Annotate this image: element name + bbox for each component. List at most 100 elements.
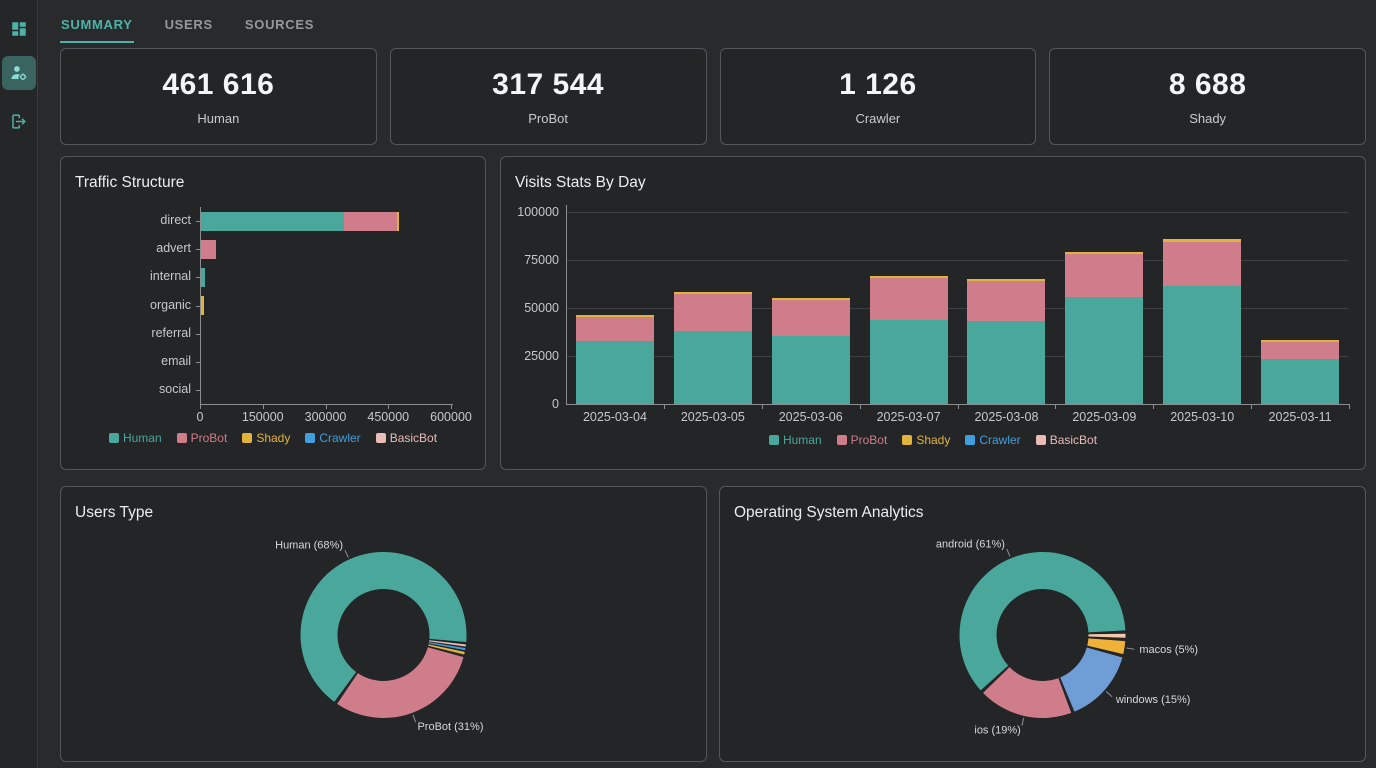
legend-item-shady[interactable]: Shady — [902, 433, 950, 447]
label-connector — [1126, 647, 1135, 650]
date-label: 2025-03-06 — [778, 410, 843, 424]
stat-label: Human — [197, 110, 240, 126]
traffic-structure-panel: Traffic Structure direct advert internal or… — [60, 156, 486, 470]
x-axis-tick — [957, 404, 959, 409]
visits-stats-chart: 0 25000 50000 75000 100000 2025-03-04 2025-03-… — [501, 157, 1365, 469]
donut-slice-windows — [1060, 647, 1123, 712]
category-tick — [196, 277, 200, 279]
os-analytics-panel: Operating System Analytics macos (5%) win… — [719, 486, 1366, 762]
x-axis-tick — [451, 404, 452, 409]
x-axis-tick — [663, 404, 665, 409]
stat-label: Crawler — [855, 110, 901, 126]
legend-item-basicbot[interactable]: BasicBot — [1035, 433, 1097, 447]
bar-segment-probot — [1261, 341, 1340, 359]
y-tick-label: 50000 — [524, 301, 559, 315]
bar-segment-probot — [869, 278, 948, 320]
tab-users[interactable]: USERS — [164, 17, 213, 32]
donut-slice-crawler — [428, 642, 466, 651]
stat-value: 8 688 — [1168, 67, 1247, 101]
donut-svg: ProBot (31%) Human (68%) — [275, 540, 483, 733]
sidebar-item-user-analytics[interactable] — [1, 56, 36, 90]
legend-item-basicbot[interactable]: BasicBot — [375, 431, 437, 445]
bar-segment-shady — [1163, 239, 1242, 242]
stat-label: ProBot — [528, 110, 568, 126]
donut-slice-ios — [983, 667, 1072, 718]
bar-segment-shady — [771, 298, 850, 301]
legend-item-human[interactable]: Human — [108, 431, 162, 445]
stat-card-human: 461 616 Human — [60, 48, 377, 145]
bar-segment-human — [200, 211, 345, 231]
bar-segment-human — [869, 319, 948, 404]
panel-title: Traffic Structure — [75, 174, 185, 191]
date-label: 2025-03-04 — [582, 410, 647, 424]
bar-segment-human — [771, 335, 850, 404]
donut-label-android: android (61%) — [936, 538, 1005, 550]
label-connector — [1006, 548, 1011, 557]
bar-segment-probot — [771, 300, 850, 336]
panel-title: Users Type — [75, 504, 154, 521]
donut-slice-human — [300, 552, 467, 702]
legend-item-human[interactable]: Human — [768, 433, 822, 447]
legend-item-crawler[interactable]: Crawler — [305, 431, 361, 445]
bar-segment-shady — [1261, 339, 1340, 342]
category-tick — [196, 249, 200, 251]
bar-segment-human — [1261, 358, 1340, 404]
bar-segment-shady — [673, 291, 752, 294]
legend-label: ProBot — [190, 431, 228, 445]
y-tick-label: 75000 — [524, 253, 559, 267]
sidebar-item-logout[interactable] — [2, 104, 36, 138]
legend-label: Shady — [916, 433, 951, 447]
user-analytics-icon — [11, 66, 26, 81]
bar-segment-shady — [396, 211, 399, 231]
bar-segment-probot — [673, 293, 752, 332]
chart-legend: Human ProBot Shady Crawler BasicBot — [501, 433, 1365, 447]
category-tick — [196, 333, 200, 335]
bar-segment-shady — [967, 279, 1046, 282]
tab-summary[interactable]: SUMMARY — [60, 10, 134, 43]
chart-legend: Human ProBot Shady Crawler BasicBot — [61, 431, 485, 445]
bar-segment-probot — [1065, 254, 1144, 298]
date-label: 2025-03-10 — [1170, 410, 1235, 424]
label-connector — [1021, 717, 1025, 726]
x-tick-label: 0 — [196, 410, 204, 424]
bar-segment-human — [967, 321, 1046, 404]
stat-card-probot: 317 544 ProBot — [389, 48, 707, 145]
date-label: 2025-03-05 — [680, 410, 745, 424]
donut-label-ios: ios (19%) — [974, 724, 1020, 736]
x-axis-line — [200, 404, 453, 405]
tab-sources[interactable]: SOURCES — [244, 17, 315, 32]
bar-segment-probot — [1163, 241, 1242, 286]
donut-slice-android — [959, 551, 1126, 691]
legend-item-probot[interactable]: ProBot — [836, 433, 888, 447]
legend-item-probot[interactable]: ProBot — [176, 431, 228, 445]
legend-swatch — [108, 433, 119, 443]
grid-line — [566, 356, 1349, 357]
category-label: referral — [151, 325, 191, 340]
legend-label: ProBot — [850, 433, 888, 447]
legend-item-shady[interactable]: Shady — [242, 431, 290, 445]
category-label: internal — [150, 269, 191, 284]
bar-segment-shady — [200, 296, 204, 316]
legend-label: Shady — [256, 431, 291, 445]
x-tick-label: 150000 — [241, 410, 284, 424]
logout-icon — [12, 113, 26, 129]
y-axis-line — [200, 207, 201, 404]
label-connector — [344, 550, 349, 558]
bar-segment-human — [1163, 285, 1242, 404]
bar-segment-shady — [1065, 252, 1144, 255]
category-label: direct — [160, 213, 191, 227]
donut-label-windows: windows (15%) — [1115, 694, 1191, 706]
users-type-panel: Users Type ProBot (31%) Human (68%) — [60, 486, 707, 762]
date-label: 2025-03-08 — [974, 410, 1039, 424]
sidebar-item-dashboard[interactable] — [2, 12, 36, 46]
legend-swatch — [902, 435, 913, 445]
stat-label: Shady — [1189, 110, 1227, 126]
grid-line — [566, 308, 1349, 309]
y-axis-line — [566, 205, 567, 404]
legend-item-crawler[interactable]: Crawler — [965, 433, 1021, 447]
donut-svg: macos (5%) windows (15%) ios (19%) android … — [936, 538, 1198, 736]
bar-segment-probot — [575, 316, 654, 341]
stat-card-shady: 8 688 Shady — [1049, 48, 1366, 145]
bar-segment-shady — [869, 276, 948, 279]
